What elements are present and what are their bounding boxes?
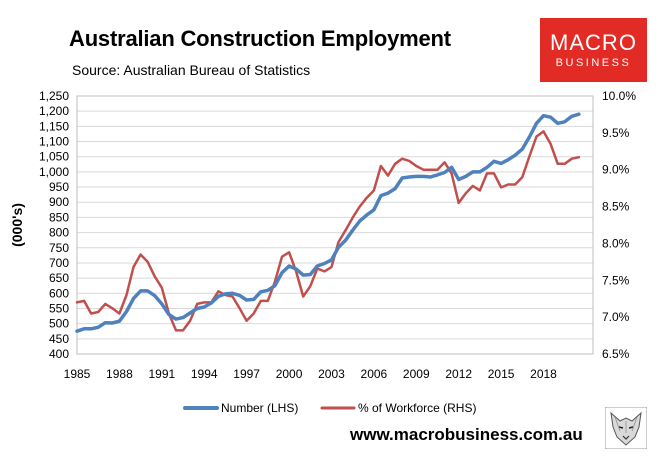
x-tick-label: 1997: [233, 367, 260, 381]
y-left-tick-label: 450: [49, 332, 69, 346]
chart-subtitle: Source: Australian Bureau of Statistics: [72, 62, 311, 78]
y-left-tick-label: 650: [49, 271, 69, 285]
footer-url: www.macrobusiness.com.au: [350, 425, 583, 444]
y-left-tick-label: 900: [49, 195, 69, 209]
y-right-tick-label: 6.5%: [602, 347, 630, 361]
y-left-tick-label: 1,250: [39, 89, 69, 103]
x-tick-label: 1988: [106, 367, 133, 381]
y-left-tick-label: 750: [49, 241, 69, 255]
logo-line-1: MACRO: [550, 30, 637, 55]
y-left-tick-label: 850: [49, 210, 69, 224]
x-tick-label: 2012: [445, 367, 472, 381]
x-tick-label: 2006: [361, 367, 388, 381]
x-tick-label: 2003: [318, 367, 345, 381]
plot-area-border: [76, 95, 594, 355]
x-tick-label: 2018: [530, 367, 557, 381]
y-right-tick-label: 9.0%: [602, 163, 630, 177]
legend-label: Number (LHS): [221, 401, 298, 415]
y-left-tick-label: 700: [49, 256, 69, 270]
series-line-workforce-share: [75, 130, 581, 332]
y-left-tick-label: 1,000: [39, 165, 69, 179]
y-right-tick-label: 8.5%: [602, 200, 630, 214]
x-tick-label: 1985: [64, 367, 91, 381]
y-left-tick-label: 1,050: [39, 150, 69, 164]
legend: Number (LHS) % of Workforce (RHS): [183, 401, 476, 415]
y-right-tick-label: 7.0%: [602, 310, 630, 324]
series-lines: [75, 112, 581, 333]
x-axis-ticks: 1985 1988 1991 1994 1997 2000 2003 2006 2009 2012…: [64, 367, 558, 381]
x-tick-label: 1991: [148, 367, 175, 381]
y-left-tick-label: 950: [49, 180, 69, 194]
wolf-logo-icon: [605, 407, 647, 449]
gridlines: [77, 110, 593, 340]
y-right-tick-label: 9.5%: [602, 126, 630, 140]
x-tick-label: 1994: [191, 367, 218, 381]
x-tick-label: 2009: [403, 367, 430, 381]
y-right-tick-label: 7.5%: [602, 273, 630, 287]
macrobusiness-logo: MACRO BUSINESS: [540, 18, 647, 82]
y-left-tick-label: 400: [49, 347, 69, 361]
y-left-tick-label: 500: [49, 317, 69, 331]
y-left-tick-label: 1,100: [39, 135, 69, 149]
y-left-tick-label: 550: [49, 301, 69, 315]
y-right-tick-label: 8.0%: [602, 236, 630, 250]
chart-title: Australian Construction Employment: [69, 26, 451, 51]
x-tick-label: 2015: [488, 367, 515, 381]
y-right-tick-label: 10.0%: [602, 89, 636, 103]
y-left-tick-label: 600: [49, 286, 69, 300]
y-left-tick-label: 1,200: [39, 104, 69, 118]
series-line-employment-number: [75, 112, 581, 333]
right-axis-ticks: 6.5% 7.0% 7.5% 8.0% 8.5% 9.0% 9.5% 10.0%: [602, 89, 636, 361]
y-left-tick-label: 800: [49, 226, 69, 240]
y-axis-label: (000's): [9, 203, 25, 247]
y-left-tick-label: 1,150: [39, 119, 69, 133]
legend-label: % of Workforce (RHS): [358, 401, 476, 415]
logo-line-2: BUSINESS: [555, 57, 632, 69]
x-tick-label: 2000: [276, 367, 303, 381]
